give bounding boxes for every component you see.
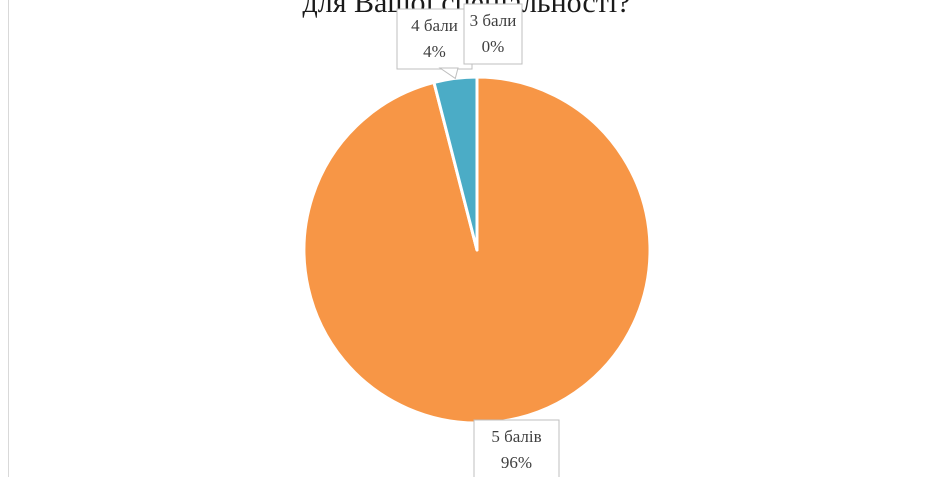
data-label-box (463, 3, 523, 65)
data-label-box (473, 419, 560, 477)
data-label-category: 4 бали (411, 16, 458, 35)
data-label-category: 3 бали (470, 11, 517, 30)
data-label-leader (438, 67, 459, 80)
data-label-value: 4% (423, 42, 446, 61)
data-label-value: 96% (501, 453, 532, 472)
chart-area-border (8, 0, 9, 477)
data-label-1: 5 балів 96% (473, 419, 560, 477)
data-label-box (396, 8, 473, 70)
data-label-3: 3 бали 0% (463, 3, 523, 65)
data-label-2: 4 бали 4% (396, 8, 473, 70)
data-label-value: 0% (482, 37, 505, 56)
data-label-category: 5 балів (491, 427, 541, 446)
